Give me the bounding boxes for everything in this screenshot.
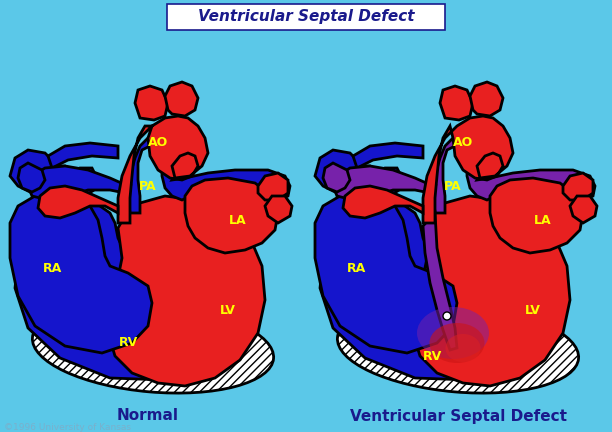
Text: LV: LV [525,304,541,317]
Polygon shape [185,178,278,253]
Polygon shape [108,196,265,386]
Text: RA: RA [348,261,367,274]
Ellipse shape [443,312,451,320]
Polygon shape [470,82,503,116]
Ellipse shape [417,307,489,359]
Text: Normal: Normal [117,409,179,423]
Polygon shape [440,86,473,120]
Polygon shape [320,200,520,380]
Text: Ventricular Septal Defect: Ventricular Septal Defect [349,409,567,423]
Polygon shape [45,166,72,193]
Polygon shape [343,186,423,218]
Polygon shape [135,86,168,120]
Polygon shape [315,193,457,353]
Polygon shape [333,166,435,200]
FancyBboxPatch shape [167,4,445,30]
Polygon shape [10,150,55,193]
Polygon shape [433,136,595,213]
Text: RV: RV [118,337,138,349]
Polygon shape [315,150,360,193]
Text: AO: AO [453,137,473,149]
Ellipse shape [430,323,485,363]
Polygon shape [350,166,377,193]
Polygon shape [377,168,403,196]
Polygon shape [48,143,118,168]
Text: Ventricular Septal Defect: Ventricular Septal Defect [198,10,414,25]
Polygon shape [563,173,593,200]
Text: ©1996 University of Kansas: ©1996 University of Kansas [4,423,131,432]
Polygon shape [28,166,130,200]
Polygon shape [423,213,457,350]
Polygon shape [18,163,45,192]
Polygon shape [423,116,513,223]
Polygon shape [72,168,98,196]
Text: AO: AO [148,137,168,149]
Text: RA: RA [42,261,62,274]
Text: RV: RV [424,349,442,362]
Polygon shape [413,196,570,386]
Polygon shape [258,173,288,200]
Ellipse shape [32,303,274,393]
Polygon shape [10,193,152,353]
Text: LA: LA [229,213,247,226]
Text: PA: PA [444,180,462,193]
Polygon shape [38,186,118,218]
Polygon shape [490,178,583,253]
Polygon shape [323,163,350,192]
Text: LV: LV [220,304,236,317]
Polygon shape [570,196,597,223]
Polygon shape [353,143,423,168]
Polygon shape [118,116,208,223]
Text: PA: PA [139,180,157,193]
Polygon shape [15,200,215,380]
Polygon shape [128,136,290,213]
Text: LA: LA [534,213,552,226]
Polygon shape [265,196,292,223]
Ellipse shape [446,334,480,362]
Polygon shape [165,82,198,116]
Ellipse shape [337,303,578,393]
